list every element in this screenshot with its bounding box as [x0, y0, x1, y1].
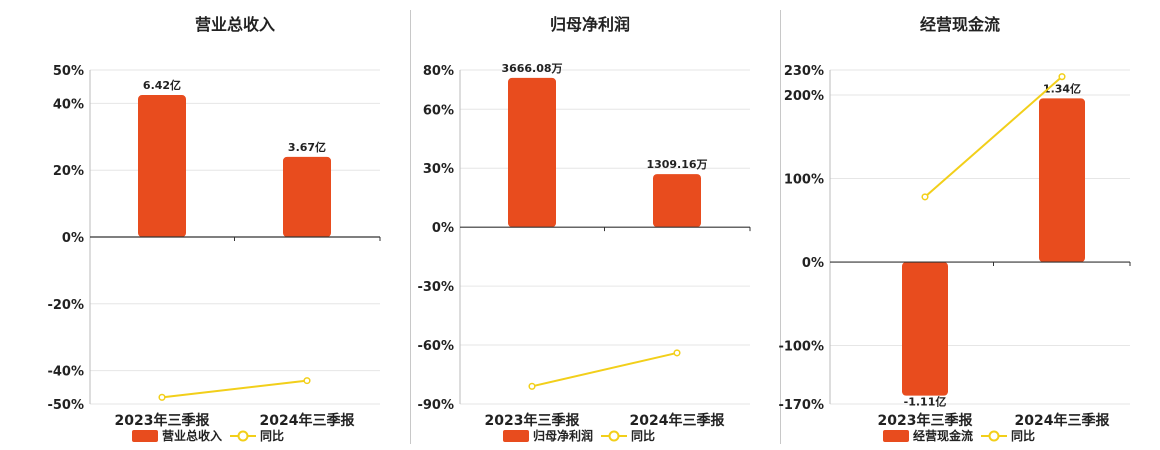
- legend-label-bar: 经营现金流: [913, 428, 973, 443]
- bar: [283, 156, 331, 237]
- chart-title: 营业总收入: [195, 15, 275, 34]
- y-tick-label: -60%: [417, 339, 454, 354]
- y-tick-label: 20%: [53, 164, 84, 179]
- y-tick-label: 0%: [802, 256, 824, 271]
- x-category-label: 2024年三季报: [260, 412, 355, 429]
- x-category-label: 2023年三季报: [878, 412, 973, 429]
- y-tick-label: -90%: [417, 398, 454, 413]
- x-category-label: 2024年三季报: [630, 412, 725, 429]
- yoy-line: [531, 351, 678, 388]
- chart-panel-1: 营业总收入 50% 40% 20% 0% -20% -40% -50% 6.42亿 3.67亿 20…: [47, 15, 381, 443]
- legend-swatch-marker: [237, 430, 249, 442]
- chart-title: 经营现金流: [920, 15, 1000, 34]
- legend-label-bar: 归母净利润: [533, 428, 593, 443]
- x-category-label: 2023年三季报: [115, 412, 210, 429]
- chart-title: 归母净利润: [550, 15, 630, 34]
- yoy-point: [528, 382, 536, 390]
- y-tick-label: 40%: [53, 97, 84, 112]
- x-category-label: 2023年三季报: [485, 412, 580, 429]
- legend-swatch-bar: [503, 430, 529, 442]
- y-tick-label: -100%: [778, 340, 824, 355]
- legend-swatch-marker: [608, 430, 620, 442]
- yoy-line: [924, 75, 1063, 198]
- legend-label-line: 同比: [631, 428, 655, 443]
- panel-divider: [780, 10, 781, 444]
- y-tick-label: -170%: [778, 398, 824, 413]
- yoy-point: [158, 393, 166, 401]
- yoy-point: [921, 193, 929, 201]
- yoy-line: [161, 379, 308, 399]
- y-tick-label: -40%: [47, 365, 84, 380]
- y-tick-label: 30%: [423, 162, 454, 177]
- legend-swatch-bar: [132, 430, 158, 442]
- bar: [1039, 98, 1085, 263]
- legend-label-line: 同比: [1011, 428, 1035, 443]
- y-tick-label: -20%: [47, 298, 84, 313]
- bar: [902, 262, 948, 396]
- panel-divider: [410, 10, 411, 444]
- bar: [653, 174, 701, 228]
- data-label: -1.11亿: [904, 395, 947, 409]
- y-tick-label: -50%: [47, 398, 84, 413]
- y-tick-label: 80%: [423, 64, 454, 79]
- legend-label-bar: 营业总收入: [162, 428, 222, 443]
- y-tick-label: 0%: [62, 231, 84, 246]
- bar: [138, 95, 186, 237]
- yoy-point: [1058, 73, 1066, 81]
- data-label: 6.42亿: [143, 78, 181, 92]
- y-tick-label: 100%: [784, 173, 824, 188]
- y-tick-label: -30%: [417, 280, 454, 295]
- data-label: 3.67亿: [288, 140, 326, 154]
- legend-swatch-bar: [883, 430, 909, 442]
- y-tick-label: 200%: [784, 89, 824, 104]
- y-tick-label: 60%: [423, 103, 454, 118]
- x-category-label: 2024年三季报: [1015, 412, 1110, 429]
- legend-label-line: 同比: [260, 428, 284, 443]
- y-tick-label: 230%: [784, 64, 824, 79]
- y-tick-label: 0%: [432, 221, 454, 236]
- data-label: 1309.16万: [646, 158, 707, 171]
- legend-swatch-marker: [988, 430, 1000, 442]
- chart-panel-2: 归母净利润 80% 60% 30% 0% -30% -60% -90% 3666.08万 1309…: [417, 15, 751, 443]
- bar: [508, 77, 556, 228]
- yoy-point: [673, 349, 681, 357]
- data-label: 3666.08万: [501, 62, 562, 75]
- yoy-point: [303, 377, 311, 385]
- y-tick-label: 50%: [53, 64, 84, 79]
